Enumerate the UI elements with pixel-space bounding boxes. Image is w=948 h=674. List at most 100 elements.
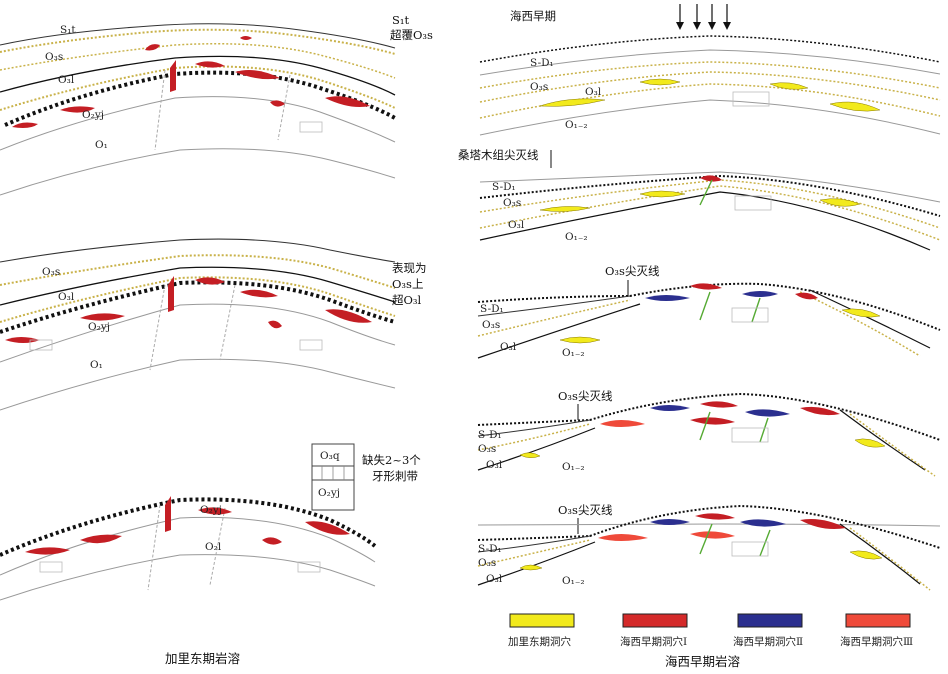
fault-line (277, 74, 291, 141)
legend-swatch-hercynian-2 (737, 613, 803, 628)
left-section-1: S₁t O₃s O₃l O₂yj O₁ S₁t 超覆O₃s (0, 13, 433, 196)
strata-line (479, 99, 941, 136)
strata-label: O₂yj (82, 109, 104, 121)
cave-hercynian (325, 309, 372, 323)
cave-caledonian (841, 308, 881, 318)
strata-label: O₂yj (200, 504, 222, 516)
fault-line (699, 179, 713, 206)
strata-label: O₃l (500, 341, 517, 353)
strata-label: O₃l (486, 459, 503, 471)
cave-hercynian (195, 277, 225, 285)
strata-label: O₁₋₂ (562, 575, 585, 587)
strata-line (0, 358, 396, 411)
strata-line (479, 185, 941, 241)
strata-line (0, 254, 396, 289)
strata-line (479, 83, 941, 119)
strata-line (477, 541, 596, 586)
cave-hercynian (795, 292, 818, 300)
cave-hercynian (145, 44, 160, 51)
legend-label: 海西早期洞穴Ⅲ (840, 635, 913, 648)
strata-label: O₃l (486, 573, 503, 585)
cave-hercynian (240, 289, 278, 298)
arrow-down-icon (708, 22, 716, 30)
strata-line (0, 266, 396, 306)
strata-label: O₃l (58, 291, 75, 303)
section-note: 牙形刺带 (372, 469, 418, 483)
limestone-block (731, 541, 769, 557)
cave-hercynian-3 (600, 420, 645, 427)
cave-caledonian (769, 82, 809, 90)
strata-label: O₁₋₂ (565, 119, 588, 131)
cave-caledonian (559, 336, 601, 344)
strata-line (0, 276, 396, 323)
cave-hercynian (268, 320, 282, 329)
cave-caledonian (539, 206, 591, 212)
strata-label: S-D₁ (480, 303, 504, 315)
cave-hercynian (235, 70, 280, 80)
strata-label: O₃s (42, 266, 60, 278)
cave-caledonian (854, 438, 886, 448)
right-caption: 海西早期岩溶 (665, 654, 741, 669)
strata-line (0, 516, 376, 576)
strata-line (477, 295, 631, 317)
strata-line (849, 413, 936, 477)
legend: 加里东期洞穴 海西早期洞穴Ⅰ 海西早期洞穴Ⅱ 海西早期洞穴Ⅲ (508, 613, 913, 648)
cave-hercynian (165, 496, 171, 532)
strata-label: O₃l (508, 219, 525, 231)
strata-line (0, 238, 396, 263)
limestone-block (731, 427, 769, 443)
cave-hercynian (80, 534, 122, 544)
fault-line (751, 297, 761, 323)
strata-line (839, 523, 921, 585)
unconformity-line (477, 504, 941, 549)
cave-hercynian (800, 406, 840, 416)
strata-line (809, 289, 931, 349)
right-section-1: 海西早期 S-D₁ O₃s O₃l O₁₋₂ (479, 4, 941, 136)
limestone-block (299, 121, 323, 133)
cave-hercynian-3 (598, 534, 648, 541)
cave-hercynian-2 (650, 405, 690, 411)
strata-label: O₃l (585, 86, 602, 98)
cave-caledonian (539, 98, 606, 107)
strata-label: S-D₁ (530, 57, 554, 69)
cave-hercynian (80, 313, 125, 321)
cave-caledonian (849, 550, 883, 560)
strata-line (479, 191, 931, 251)
cave-hercynian (700, 175, 722, 182)
legend-label: 海西早期洞穴Ⅱ (733, 635, 803, 648)
cave-hercynian-2 (740, 519, 786, 527)
strata-label: O₃s (503, 197, 521, 209)
cave-hercynian-2 (645, 295, 690, 301)
strata-line (477, 427, 596, 471)
strata-label: O₂yj (88, 321, 110, 333)
fault-line (219, 284, 236, 361)
strata-line (479, 49, 941, 76)
strata-line (849, 527, 931, 591)
section-note: 超覆O₃s (390, 28, 433, 42)
cave-hercynian (690, 417, 735, 425)
strata-line (0, 55, 396, 96)
section-note: 超O₃l (392, 293, 422, 307)
cave-hercynian (325, 96, 370, 107)
cave-hercynian (690, 283, 722, 290)
pinch-out-note: 桑塔木组尖灭线 (458, 148, 539, 162)
left-section-2: O₃s O₃l O₂yj O₁ 表现为 O₃s上 超O₃l (0, 238, 427, 411)
strata-line (477, 535, 591, 553)
strata-line (477, 523, 941, 527)
right-section-2: 桑塔木组尖灭线 S-D₁ O₃s O₃l O₁₋₂ (458, 148, 941, 251)
strata-line (0, 28, 396, 55)
cave-hercynian-2 (742, 291, 778, 297)
unconformity-line (0, 497, 377, 557)
cave-hercynian (305, 521, 350, 535)
strata-line (839, 409, 926, 471)
cave-hercynian (270, 100, 285, 107)
strata-line (0, 23, 396, 49)
strata-line (0, 43, 396, 79)
strata-line (479, 71, 941, 103)
limestone-block (731, 307, 769, 323)
arrow-down-icon (693, 22, 701, 30)
limestone-block (297, 561, 321, 573)
cave-hercynian (60, 106, 95, 113)
strata-line (799, 291, 921, 357)
